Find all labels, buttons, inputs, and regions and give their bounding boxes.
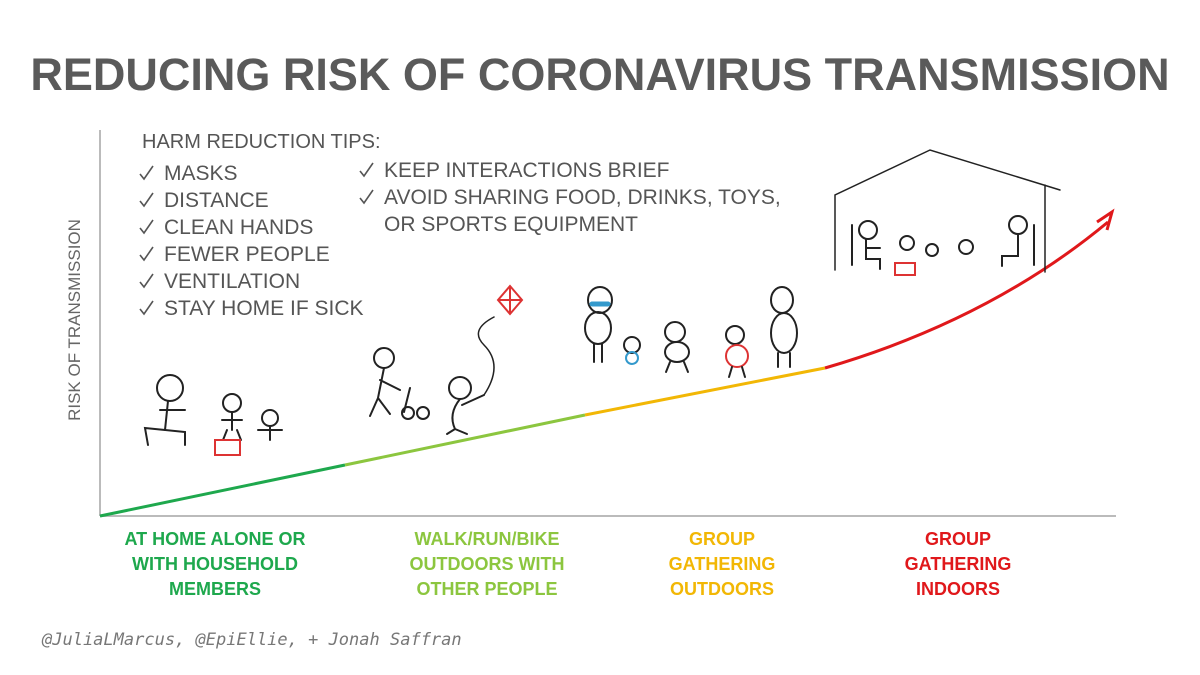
tip: STAY HOME IF SICK: [164, 297, 364, 320]
category-label: OTHER PEOPLE: [416, 579, 557, 599]
arrow-head: [1096, 208, 1115, 231]
risk-segment: [584, 366, 826, 417]
category-label: GATHERING: [669, 554, 776, 574]
tip: FEWER PEOPLE: [164, 243, 330, 266]
category-label: GROUP: [689, 529, 755, 549]
tips-heading: HARM REDUCTION TIPS:: [142, 131, 381, 153]
category-label: WALK/RUN/BIKE: [415, 529, 560, 549]
category-label: GROUP: [925, 529, 991, 549]
tip: MASKS: [164, 162, 238, 185]
tip: DISTANCE: [164, 189, 269, 212]
tip: CLEAN HANDS: [164, 216, 313, 239]
category-label: GATHERING: [905, 554, 1012, 574]
category-label: AT HOME ALONE OR: [125, 529, 306, 549]
checkmark: [359, 162, 374, 178]
risk-segment: [99, 463, 346, 518]
checkmark: [139, 300, 154, 316]
risk-curve: [99, 208, 1115, 518]
risk-segment: [344, 413, 586, 467]
checkmark: [359, 189, 374, 205]
risk-segment: [824, 220, 1109, 370]
title: REDUCING RISK OF CORONAVIRUS TRANSMISSIO…: [30, 49, 1169, 100]
checkmark: [139, 165, 154, 181]
illustrations: [143, 149, 1061, 456]
tip: VENTILATION: [164, 270, 300, 293]
checkmark: [139, 219, 154, 235]
tip: AVOID SHARING FOOD, DRINKS, TOYS,: [384, 186, 781, 209]
checkmark: [139, 192, 154, 208]
tips: MASKS DISTANCE CLEAN HANDS FEWER PEOPLE VENT…: [139, 159, 781, 320]
category-label: INDOORS: [916, 579, 1000, 599]
y-axis-label: RISK OF TRANSMISSION: [65, 219, 84, 421]
category-label: OUTDOORS: [670, 579, 774, 599]
checkmark: [139, 273, 154, 289]
tip: KEEP INTERACTIONS BRIEF: [384, 159, 670, 182]
category-label: OUTDOORS WITH: [410, 554, 565, 574]
categories: AT HOME ALONE OR WITH HOUSEHOLD MEMBERS WAL…: [125, 529, 1012, 599]
checkmark: [139, 246, 154, 262]
tip: OR SPORTS EQUIPMENT: [384, 213, 638, 236]
category-label: MEMBERS: [169, 579, 261, 599]
category-label: WITH HOUSEHOLD: [132, 554, 298, 574]
credit: @JuliaLMarcus, @EpiEllie, + Jonah Saffra…: [41, 630, 462, 650]
